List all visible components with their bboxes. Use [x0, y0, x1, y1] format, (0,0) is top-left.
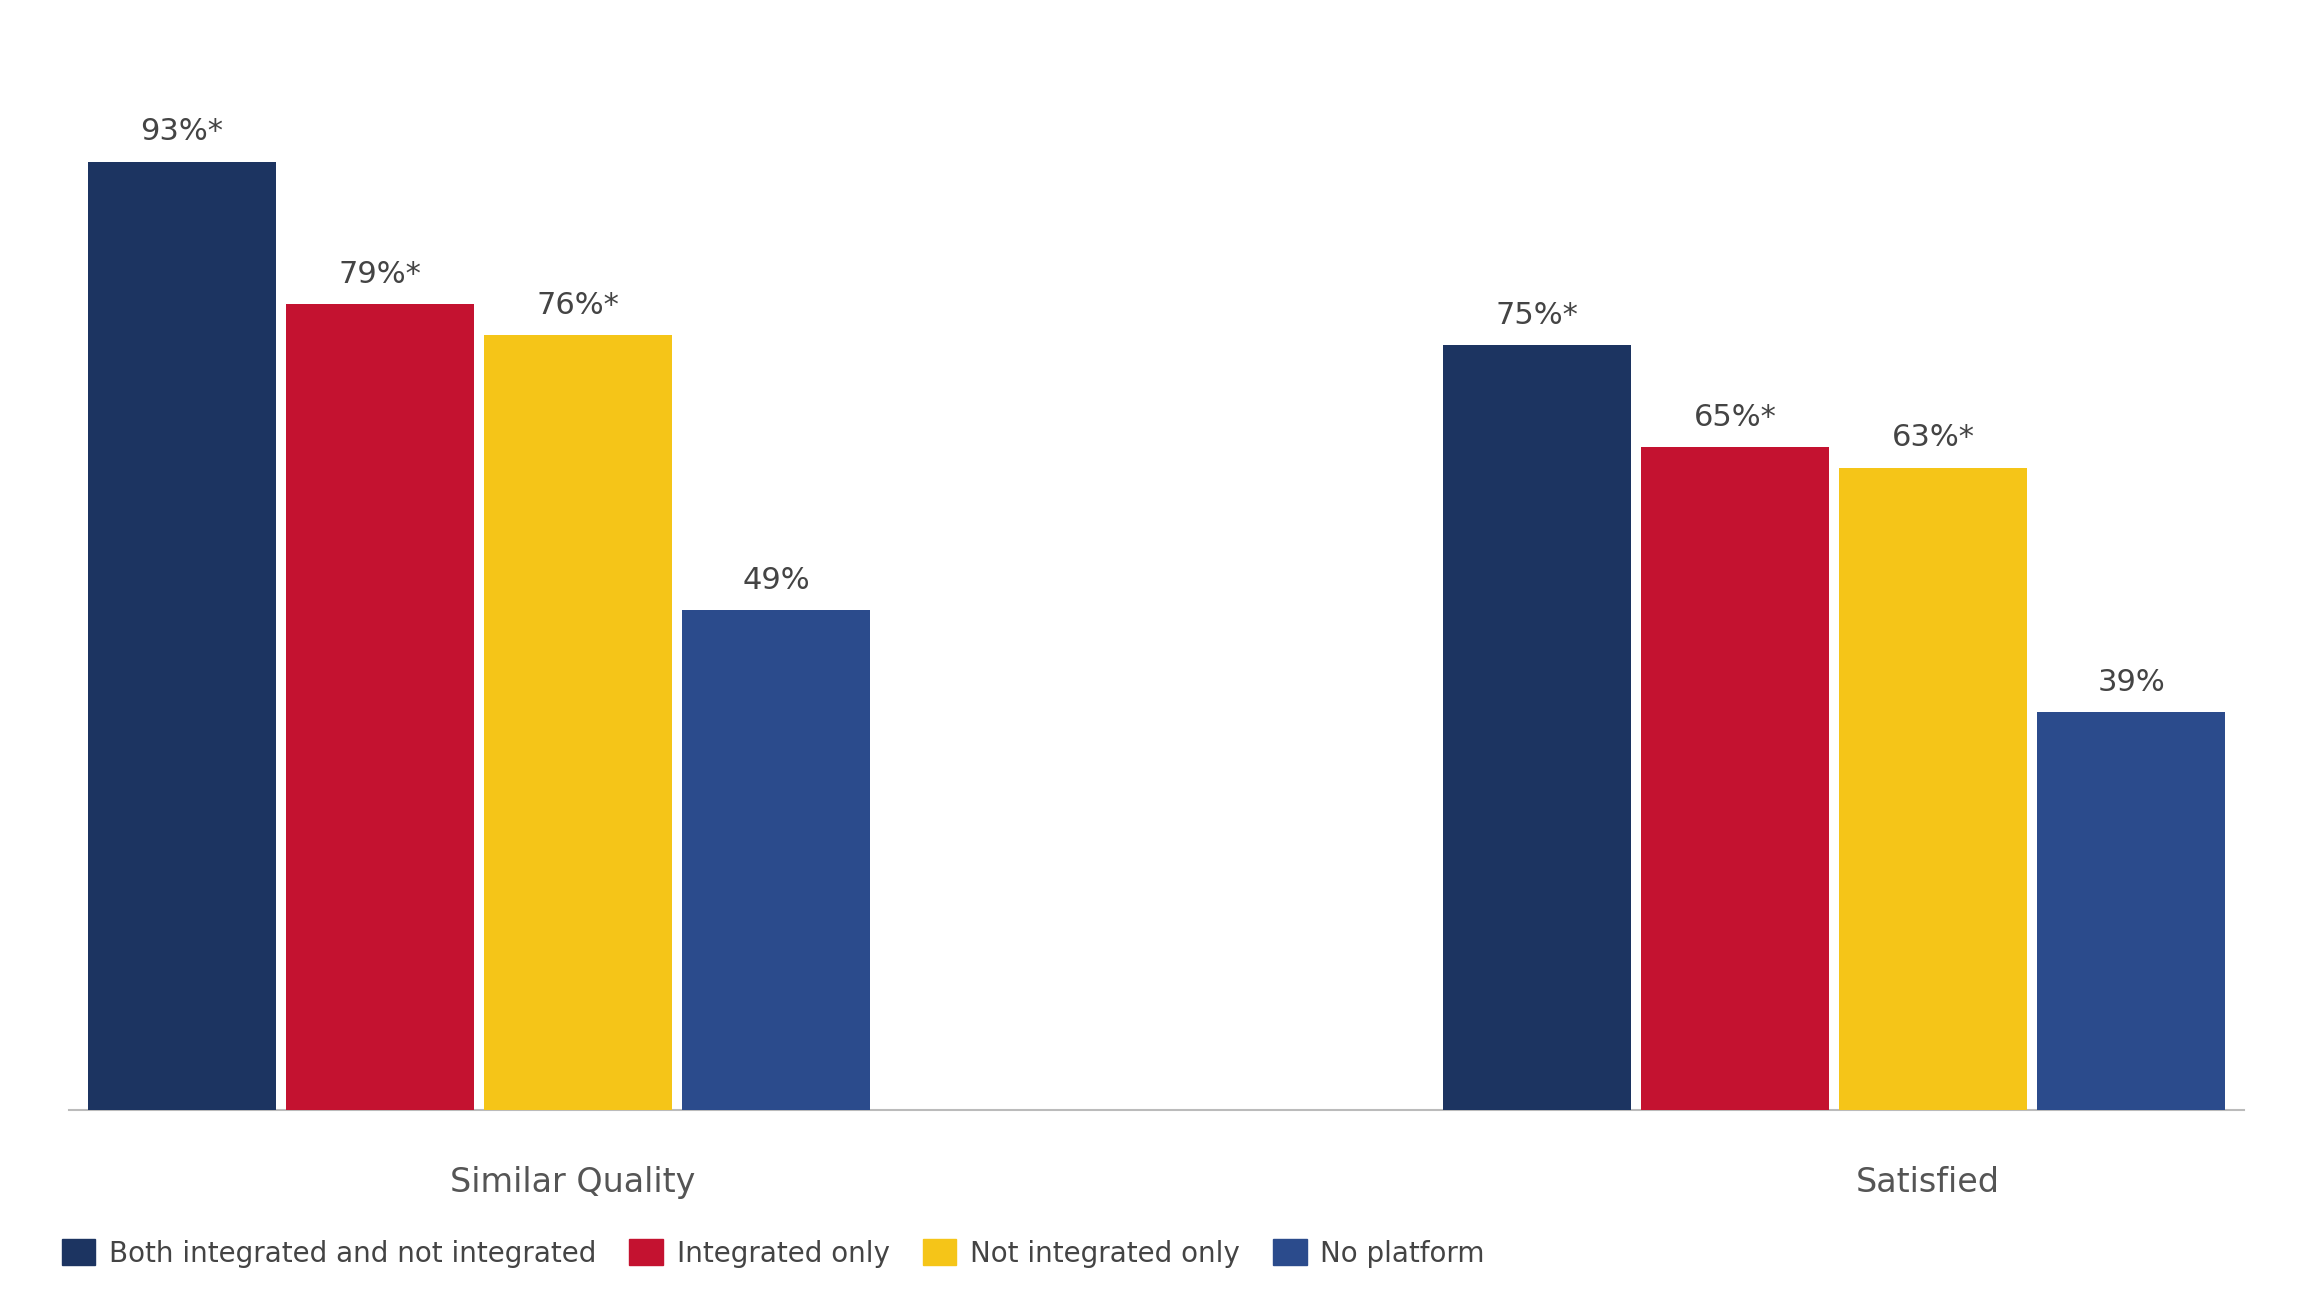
Legend: Both integrated and not integrated, Integrated only, Not integrated only, No pla: Both integrated and not integrated, Inte… — [62, 1239, 1485, 1268]
Text: 93%*: 93%* — [141, 118, 224, 146]
Text: 63%*: 63%* — [1892, 423, 1975, 452]
Text: 75%*: 75%* — [1497, 300, 1577, 330]
Text: 39%: 39% — [2098, 669, 2165, 697]
Bar — [2038, 712, 2225, 1110]
Text: Similar Quality: Similar Quality — [451, 1166, 696, 1199]
Text: 49%: 49% — [742, 565, 810, 596]
Bar — [287, 304, 474, 1110]
Bar — [1642, 447, 1830, 1110]
Bar — [1839, 468, 2026, 1110]
Bar — [483, 334, 671, 1110]
Bar — [1443, 345, 1631, 1110]
Text: 65%*: 65%* — [1693, 402, 1776, 432]
Bar — [88, 162, 275, 1110]
Text: Satisfied: Satisfied — [1855, 1166, 2001, 1199]
Bar — [682, 610, 870, 1110]
Text: 76%*: 76%* — [537, 291, 620, 320]
Text: 79%*: 79%* — [338, 260, 421, 289]
